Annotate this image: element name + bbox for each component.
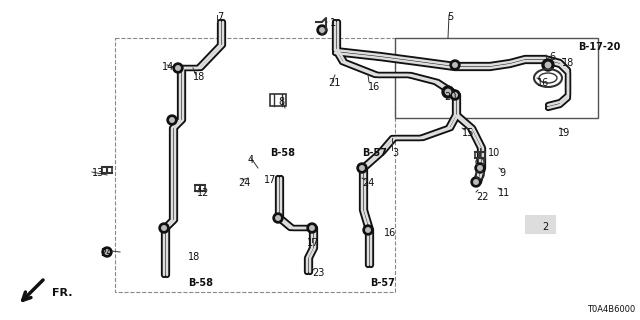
Text: 24: 24 xyxy=(238,178,250,188)
Text: 8: 8 xyxy=(278,97,284,107)
Circle shape xyxy=(310,226,314,230)
Circle shape xyxy=(102,247,112,257)
Circle shape xyxy=(445,89,451,95)
Text: 16: 16 xyxy=(368,82,380,92)
Circle shape xyxy=(365,228,371,232)
Text: B-57: B-57 xyxy=(362,148,387,158)
Circle shape xyxy=(452,93,457,97)
Text: 22: 22 xyxy=(476,192,488,202)
Circle shape xyxy=(452,63,457,67)
Text: 13: 13 xyxy=(92,168,104,178)
Circle shape xyxy=(320,28,324,32)
Text: 10: 10 xyxy=(488,148,500,158)
Text: 21: 21 xyxy=(328,78,340,88)
Text: FR.: FR. xyxy=(52,288,72,298)
Text: 12: 12 xyxy=(197,188,209,198)
Circle shape xyxy=(159,223,169,233)
Text: 23: 23 xyxy=(312,268,324,278)
Circle shape xyxy=(363,225,373,235)
Text: 15: 15 xyxy=(462,128,474,138)
Circle shape xyxy=(307,223,317,233)
Circle shape xyxy=(317,25,327,35)
Circle shape xyxy=(542,59,554,71)
Text: 18: 18 xyxy=(188,252,200,262)
Text: 18: 18 xyxy=(562,58,574,68)
Text: 18: 18 xyxy=(193,72,205,82)
Text: 11: 11 xyxy=(498,188,510,198)
Circle shape xyxy=(471,177,481,187)
Circle shape xyxy=(273,213,283,223)
Circle shape xyxy=(450,90,460,100)
Circle shape xyxy=(170,118,174,122)
Circle shape xyxy=(475,163,485,173)
Text: 17: 17 xyxy=(264,175,276,185)
Circle shape xyxy=(357,163,367,173)
Circle shape xyxy=(450,60,460,70)
Text: 24: 24 xyxy=(362,178,374,188)
Text: 5: 5 xyxy=(447,12,453,22)
Text: 17: 17 xyxy=(307,238,319,248)
Circle shape xyxy=(176,66,180,70)
Bar xyxy=(525,215,555,233)
Circle shape xyxy=(545,62,550,68)
Text: 9: 9 xyxy=(499,168,505,178)
Text: 16: 16 xyxy=(537,78,549,88)
Text: 4: 4 xyxy=(248,155,254,165)
Circle shape xyxy=(105,250,109,254)
Circle shape xyxy=(474,180,478,184)
Text: 6: 6 xyxy=(549,52,555,62)
Circle shape xyxy=(477,166,483,170)
Text: 2: 2 xyxy=(542,222,548,232)
Text: T0A4B6000: T0A4B6000 xyxy=(587,305,636,314)
Text: 19: 19 xyxy=(558,128,570,138)
Text: 20: 20 xyxy=(444,92,456,102)
Circle shape xyxy=(360,166,364,170)
Text: B-57: B-57 xyxy=(370,278,395,288)
Circle shape xyxy=(173,63,183,73)
Text: B-58: B-58 xyxy=(188,278,213,288)
Circle shape xyxy=(442,86,454,98)
Text: 24: 24 xyxy=(100,248,113,258)
Text: 1: 1 xyxy=(330,18,336,28)
Text: 3: 3 xyxy=(392,148,398,158)
Circle shape xyxy=(276,216,280,220)
Text: 7: 7 xyxy=(217,12,223,22)
Circle shape xyxy=(162,226,166,230)
Text: 14: 14 xyxy=(162,62,174,72)
Text: 16: 16 xyxy=(384,228,396,238)
Text: B-58: B-58 xyxy=(270,148,295,158)
Circle shape xyxy=(167,115,177,125)
Text: B-17-20: B-17-20 xyxy=(578,42,620,52)
